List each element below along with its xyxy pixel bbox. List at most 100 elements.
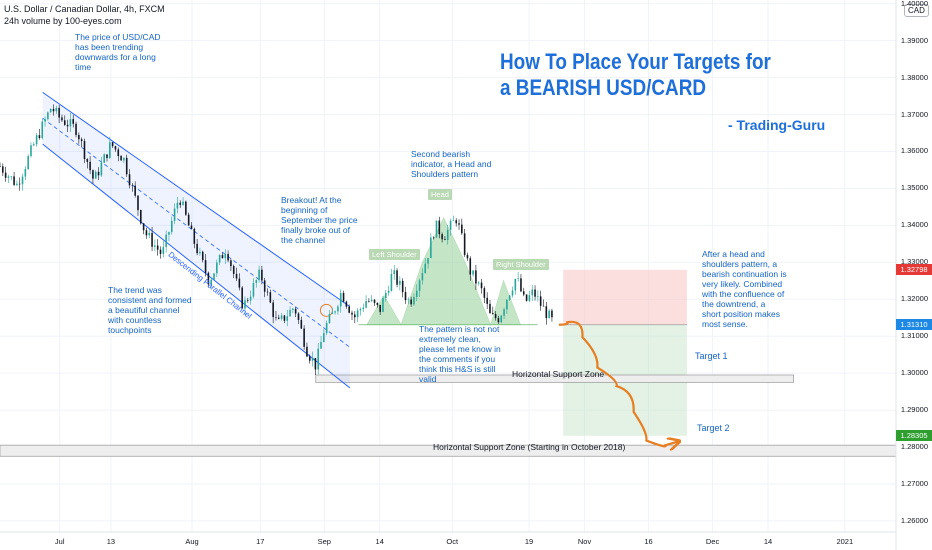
- note-line: The price of USD/CAD: [75, 32, 161, 42]
- candle-body: [241, 287, 243, 309]
- candle-body: [154, 245, 156, 247]
- price-tick-label: 1.37000: [900, 109, 928, 119]
- price-marker-red[interactable]: 1.32798: [896, 264, 932, 276]
- candle-body: [232, 266, 235, 274]
- candle-body: [500, 315, 503, 323]
- candle-body: [297, 313, 300, 320]
- candle-body: [210, 279, 212, 285]
- candle-body: [432, 237, 435, 239]
- candle-body: [159, 249, 162, 254]
- symbol-header[interactable]: U.S. Dollar / Canadian Dollar, 4h, FXCM: [4, 4, 165, 14]
- candle-body: [441, 234, 443, 240]
- candle-body: [396, 270, 398, 285]
- candle-body: [238, 278, 241, 288]
- candle-body: [534, 289, 536, 297]
- candle-body: [272, 302, 274, 318]
- price-tick-label: 1.33000: [900, 257, 928, 267]
- candle-body: [334, 311, 336, 313]
- candle-body: [255, 280, 258, 283]
- candle-body: [109, 142, 111, 158]
- candle-body: [120, 156, 122, 161]
- candle-body: [207, 272, 210, 285]
- candle-body: [320, 341, 322, 349]
- candle-body: [69, 119, 72, 127]
- channel-upper-line[interactable]: [42, 91, 351, 308]
- note-line: a beautiful channel: [108, 305, 180, 315]
- candle-body: [145, 230, 148, 236]
- candle-body: [94, 171, 97, 179]
- candle-body: [503, 309, 505, 316]
- candle-body: [24, 169, 27, 177]
- candle-body: [27, 156, 29, 170]
- candle-body: [475, 270, 477, 284]
- candle-body: [384, 292, 387, 299]
- continuation-note[interactable]: After a head and shoulders pattern, a be…: [702, 249, 787, 329]
- pattern-validity-note[interactable]: The pattern is not not extremely clean, …: [419, 324, 501, 384]
- candle-body: [376, 302, 379, 305]
- target-1-label: Target 1: [695, 351, 728, 361]
- candle-body: [323, 333, 325, 342]
- candle-body: [140, 210, 142, 224]
- candle-body: [103, 154, 105, 163]
- candle-body: [193, 228, 196, 244]
- candle-body: [362, 307, 365, 310]
- channel-lower-line[interactable]: [42, 143, 351, 389]
- note-line: short position makes: [702, 309, 780, 319]
- stop-loss-zone[interactable]: [563, 269, 687, 325]
- candle-body: [106, 154, 108, 158]
- candle-body: [201, 251, 204, 261]
- hs-pattern-fill[interactable]: [366, 217, 522, 326]
- candle-body: [66, 124, 69, 127]
- candle-body: [156, 245, 159, 250]
- currency-badge[interactable]: CAD: [904, 4, 929, 17]
- title-line-2: a BEARISH USD/CARD: [500, 75, 707, 100]
- candle-body: [489, 303, 491, 314]
- volume-indicator-label[interactable]: 24h volume by 100-eyes.com: [4, 16, 122, 26]
- candle-body: [430, 237, 432, 259]
- price-tick-label: 1.38000: [900, 72, 928, 82]
- candle-body: [7, 176, 10, 178]
- breakout-note[interactable]: Breakout! At the beginning of September …: [281, 195, 358, 245]
- candle-body: [134, 185, 136, 196]
- candle-body: [525, 294, 528, 301]
- support-zone[interactable]: [315, 374, 795, 383]
- candle-body: [356, 310, 359, 318]
- note-line: with the confluence of: [702, 289, 785, 299]
- candle-body: [506, 299, 508, 310]
- projection-layer[interactable]: [558, 320, 678, 446]
- candle-body: [354, 314, 356, 318]
- candle-body: [494, 314, 497, 319]
- candle-body: [280, 315, 283, 319]
- candle-body: [221, 254, 224, 259]
- candle-body: [4, 172, 7, 178]
- candle-body: [421, 273, 424, 281]
- candle-body: [44, 119, 46, 122]
- price-tick-label: 1.29000: [900, 405, 928, 415]
- channel-note[interactable]: The trend was consistent and formed a be…: [108, 285, 192, 335]
- candle-body: [514, 278, 517, 291]
- candle-body: [317, 348, 320, 370]
- note-line: downwards for a long: [75, 52, 156, 62]
- candle-body: [379, 304, 381, 312]
- head-and-shoulders-pattern[interactable]: [358, 217, 538, 326]
- right-shoulder-label: Right Shoulder: [493, 259, 549, 270]
- projection-arrow[interactable]: [558, 320, 678, 446]
- candle-body: [185, 201, 187, 215]
- price-marker-green[interactable]: 1.28305: [896, 430, 932, 442]
- note-line: indicator, a Head and: [411, 159, 492, 169]
- candle-body: [125, 157, 128, 175]
- note-line: think this H&S is still: [419, 364, 496, 374]
- candle-body: [511, 290, 514, 296]
- candle-body: [224, 254, 227, 259]
- trend-intro-note[interactable]: The price of USD/CAD has been trending d…: [75, 32, 161, 72]
- candle-body: [249, 296, 252, 301]
- price-tick-label: 1.31000: [900, 331, 928, 341]
- candle-body: [173, 208, 176, 221]
- candle-body: [227, 254, 229, 261]
- price-marker-blue[interactable]: 1.31310: [896, 319, 932, 331]
- note-line: very likely. Combined: [702, 279, 783, 289]
- candle-body: [38, 135, 41, 139]
- hs-indicator-note[interactable]: Second bearish indicator, a Head and Sho…: [411, 149, 491, 179]
- candle-body: [435, 220, 438, 238]
